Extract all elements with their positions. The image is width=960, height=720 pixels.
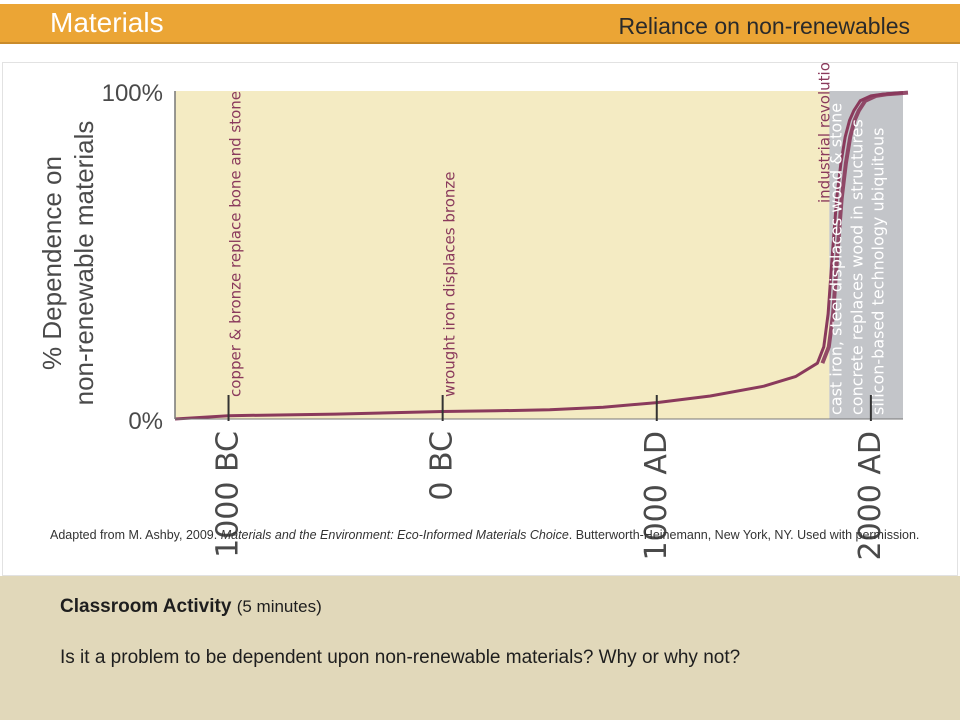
page-subtitle: Reliance on non-renewables bbox=[618, 13, 910, 39]
activity-duration: (5 minutes) bbox=[236, 597, 322, 616]
header-bar: Materials Reliance on non-renewables bbox=[0, 4, 960, 44]
industrial-note: silicon-based technology ubiquitous bbox=[868, 127, 887, 415]
era-annotation: wrought iron displaces bronze bbox=[441, 171, 459, 397]
activity-heading: Classroom Activity (5 minutes) bbox=[60, 596, 322, 618]
industrial-region bbox=[829, 91, 903, 419]
dependence-curve-band bbox=[820, 90, 909, 364]
pre-industrial-region bbox=[175, 91, 830, 419]
y-axis-label-line2: non-renewable materials bbox=[69, 121, 99, 406]
era-annotation: industrial revolution bbox=[815, 63, 833, 203]
y-tick-label: 0% bbox=[128, 408, 163, 435]
x-tick-label: 2000 AD bbox=[853, 431, 888, 561]
figure-panel: copper & bronze replace bone and stone wr… bbox=[2, 62, 958, 576]
x-tick-label: 1000 AD bbox=[639, 431, 674, 561]
dependence-chart: copper & bronze replace bone and stone wr… bbox=[37, 63, 909, 561]
caption-prefix: Adapted from M. Ashby, 2009. bbox=[50, 528, 221, 542]
y-tick-label: 100% bbox=[102, 80, 163, 107]
era-annotation: copper & bronze replace bone and stone bbox=[227, 91, 245, 397]
industrial-note: cast iron, steel displaces wood & stone bbox=[826, 103, 845, 415]
activity-title: Classroom Activity bbox=[60, 596, 232, 617]
y-axis-label-line1: % Dependence on bbox=[37, 156, 67, 370]
x-tick-label: 0 BC bbox=[425, 431, 460, 501]
activity-panel: Classroom Activity (5 minutes) Is it a p… bbox=[0, 576, 960, 720]
page-title: Materials bbox=[50, 7, 164, 38]
industrial-note: concrete replaces wood in structures bbox=[847, 119, 866, 415]
activity-question: Is it a problem to be dependent upon non… bbox=[60, 647, 741, 668]
figure-caption: Adapted from M. Ashby, 2009. Materials a… bbox=[50, 527, 940, 544]
caption-suffix: . Butterworth-Heinemann, New York, NY. U… bbox=[568, 528, 920, 542]
x-tick-label: 1000 BC bbox=[211, 431, 246, 558]
dependence-curve bbox=[174, 91, 904, 421]
caption-book-title: Materials and the Environment: Eco-Infor… bbox=[220, 528, 569, 542]
